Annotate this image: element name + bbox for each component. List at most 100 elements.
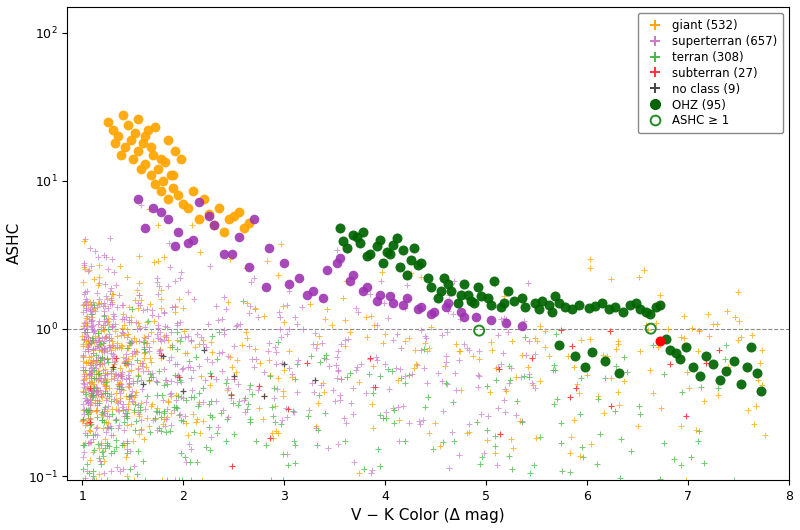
Point	[281, 330, 294, 338]
Point	[155, 304, 168, 313]
Point	[401, 271, 414, 279]
Point	[185, 336, 198, 344]
Point	[97, 389, 110, 398]
Point	[159, 157, 172, 166]
Point	[238, 395, 250, 404]
Point	[81, 296, 94, 305]
Point	[251, 313, 264, 321]
Point	[85, 386, 98, 394]
Point	[123, 465, 136, 474]
Point	[87, 321, 100, 330]
Point	[86, 382, 99, 391]
Point	[89, 430, 102, 439]
Point	[446, 428, 458, 436]
Point	[83, 395, 96, 403]
Point	[203, 423, 216, 431]
Point	[80, 419, 93, 428]
Point	[92, 386, 105, 394]
Point	[123, 392, 136, 400]
Point	[149, 376, 162, 385]
Point	[700, 352, 713, 360]
Point	[610, 345, 623, 354]
Point	[267, 411, 280, 420]
Point	[569, 352, 582, 360]
Point	[91, 280, 104, 289]
Point	[159, 376, 172, 384]
Point	[422, 393, 435, 402]
Point	[113, 385, 126, 393]
Point	[191, 402, 204, 411]
Point	[98, 407, 110, 416]
Point	[131, 115, 144, 123]
Point	[182, 363, 194, 371]
Point	[117, 310, 130, 318]
Point	[242, 218, 255, 227]
Point	[95, 390, 108, 399]
Point	[122, 355, 135, 364]
Point	[422, 343, 435, 352]
Point	[118, 331, 130, 339]
Point	[77, 416, 90, 425]
Point	[746, 331, 758, 339]
Point	[418, 402, 431, 411]
Point	[193, 361, 206, 370]
Point	[108, 447, 121, 455]
Point	[174, 376, 186, 384]
Point	[227, 372, 240, 380]
Point	[119, 313, 132, 322]
Point	[91, 370, 104, 378]
Point	[77, 453, 90, 461]
Point	[121, 421, 134, 430]
Point	[347, 384, 360, 392]
Point	[712, 384, 725, 392]
Point	[263, 356, 276, 365]
Point	[100, 317, 113, 326]
Point	[135, 359, 148, 367]
Point	[363, 369, 376, 378]
Point	[154, 334, 166, 343]
Point	[126, 396, 138, 405]
Point	[233, 232, 246, 241]
Point	[117, 438, 130, 447]
Point	[78, 335, 90, 343]
Point	[142, 376, 155, 385]
Point	[549, 292, 562, 301]
Point	[80, 405, 93, 414]
Point	[206, 412, 218, 421]
Point	[423, 429, 436, 438]
Point	[114, 397, 126, 405]
Point	[81, 396, 94, 404]
Point	[78, 298, 91, 306]
Point	[123, 392, 136, 401]
Point	[558, 303, 571, 311]
Point	[339, 419, 352, 427]
Point	[573, 301, 586, 309]
Point	[402, 295, 414, 303]
Point	[332, 347, 345, 355]
Point	[92, 260, 105, 269]
Point	[159, 414, 172, 423]
Point	[82, 341, 94, 350]
Point	[106, 298, 118, 306]
Point	[82, 340, 95, 348]
Point	[144, 354, 157, 362]
Point	[138, 435, 150, 443]
Point	[263, 244, 276, 252]
Point	[153, 424, 166, 432]
Point	[424, 310, 437, 319]
Point	[84, 418, 97, 426]
Point	[658, 369, 670, 378]
Point	[132, 408, 145, 417]
Point	[153, 282, 166, 290]
Point	[96, 347, 109, 356]
Point	[85, 420, 98, 429]
Point	[318, 388, 330, 396]
Point	[82, 399, 94, 408]
Point	[289, 375, 302, 384]
Point	[564, 468, 577, 476]
Point	[78, 317, 91, 326]
Point	[128, 405, 141, 414]
Point	[147, 258, 160, 267]
Point	[114, 372, 127, 380]
Point	[320, 266, 333, 274]
